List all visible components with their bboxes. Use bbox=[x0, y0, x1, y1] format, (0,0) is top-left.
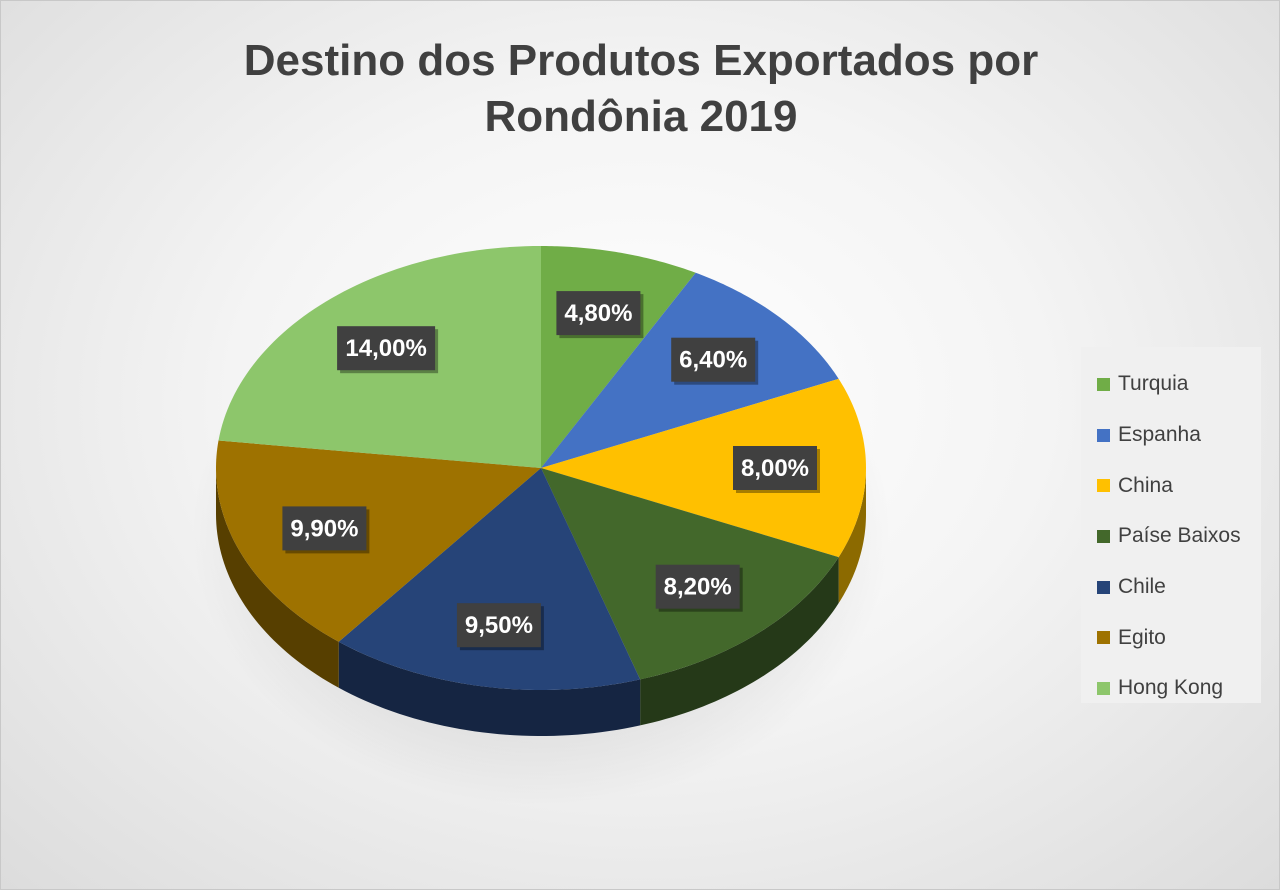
chart-title: Destino dos Produtos Exportados por Rond… bbox=[1, 33, 1280, 145]
pie-side-chile bbox=[338, 641, 641, 736]
legend-label: Hong Kong bbox=[1118, 676, 1224, 700]
pie-slice-china bbox=[541, 378, 866, 558]
legend-swatch bbox=[1097, 631, 1110, 645]
pie-side-egito bbox=[216, 468, 339, 688]
data-label-china: 8,00% bbox=[733, 446, 820, 493]
legend-item-paise-baixos: Paíse Baixos bbox=[1097, 511, 1261, 562]
legend-label: Chile bbox=[1118, 575, 1166, 599]
data-label-box bbox=[671, 337, 756, 382]
data-label-text: 4,80% bbox=[564, 300, 632, 327]
legend-swatch bbox=[1097, 681, 1110, 695]
data-label-paise-baixos: 8,20% bbox=[655, 564, 743, 612]
data-label-text: 6,40% bbox=[679, 347, 747, 374]
chart-title-line-2: Rondônia 2019 bbox=[484, 92, 798, 141]
legend-item-chile: Chile bbox=[1097, 562, 1261, 613]
chart-title-line-1: Destino dos Produtos Exportados por bbox=[243, 36, 1039, 85]
pie-sides bbox=[216, 468, 866, 736]
legend-item-china: China bbox=[1097, 460, 1261, 511]
data-label-text: 9,50% bbox=[465, 612, 533, 639]
data-label-turquia: 4,80% bbox=[556, 291, 644, 339]
legend-label: Paíse Baixos bbox=[1118, 524, 1241, 548]
pie-slice-chile bbox=[338, 468, 641, 690]
data-label-box bbox=[456, 603, 541, 648]
pie-data-labels: 4,80% 6,40% 8,00% 8,20% 9,50% 9,90% 14,00% bbox=[282, 291, 820, 651]
legend-label: China bbox=[1118, 473, 1173, 497]
legend-swatch bbox=[1097, 377, 1110, 391]
legend-label: Turquia bbox=[1118, 372, 1189, 396]
legend-item-espanha: Espanha bbox=[1097, 410, 1261, 461]
legend-swatch bbox=[1097, 428, 1110, 442]
data-label-box bbox=[556, 291, 641, 336]
legend-swatch bbox=[1097, 479, 1110, 493]
data-label-box bbox=[282, 506, 367, 551]
pie-side-china bbox=[838, 468, 866, 604]
pie-slice-egito bbox=[216, 440, 541, 642]
data-label-chile: 9,50% bbox=[456, 603, 544, 651]
data-label-box bbox=[655, 564, 740, 609]
data-label-box bbox=[733, 446, 817, 490]
chart-legend: Turquia Espanha China Paíse Baixos Chile Egit… bbox=[1081, 347, 1261, 703]
legend-item-hong-kong: Hong Kong bbox=[1097, 663, 1261, 714]
data-label-espanha: 6,40% bbox=[671, 337, 759, 385]
legend-item-egito: Egito bbox=[1097, 612, 1261, 663]
data-label-text: 14,00% bbox=[345, 335, 426, 362]
legend-item-turquia: Turquia bbox=[1097, 359, 1261, 410]
data-label-text: 9,90% bbox=[290, 515, 358, 542]
data-label-text: 8,00% bbox=[741, 455, 809, 482]
legend-swatch bbox=[1097, 580, 1110, 594]
legend-label: Espanha bbox=[1118, 423, 1201, 447]
data-label-hong-kong: 14,00% bbox=[337, 326, 439, 374]
legend-label: Egito bbox=[1118, 625, 1166, 649]
data-label-box bbox=[337, 326, 436, 371]
data-label-egito: 9,90% bbox=[282, 506, 370, 554]
data-label-text: 8,20% bbox=[664, 574, 732, 601]
pie-side-paise-baixos bbox=[640, 557, 839, 726]
legend-swatch bbox=[1097, 529, 1110, 543]
